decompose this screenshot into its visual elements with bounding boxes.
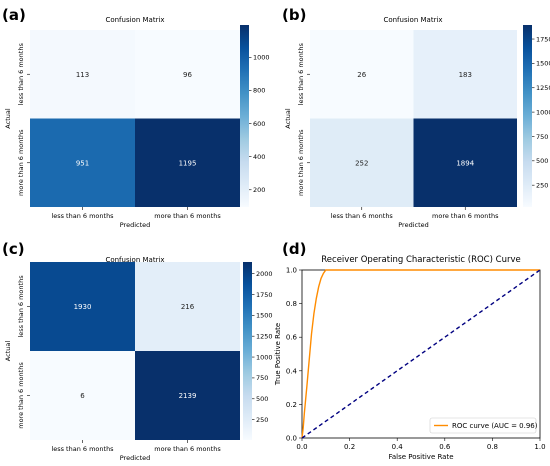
x-tick-label: less than 6 months	[51, 212, 114, 220]
colorbar-tick-label: 750	[536, 133, 548, 141]
colorbar-tick-label: 600	[253, 120, 265, 128]
colorbar-tick-label: 500	[536, 157, 548, 165]
x-tick-label: more than 6 months	[432, 212, 499, 220]
x-axis-label: Predicted	[398, 221, 429, 229]
cell-value-label: 26	[357, 71, 366, 79]
cell-value-label: 252	[355, 159, 368, 167]
colorbar-tick-label: 400	[253, 153, 265, 161]
colorbar-tick-label: 1000	[536, 108, 550, 116]
heatmap-cell	[413, 118, 517, 207]
x-tick-label: 0.4	[392, 443, 404, 451]
legend-box	[429, 417, 537, 434]
chart-title: Confusion Matrix	[105, 256, 164, 264]
y-tick-label: less than 6 months	[17, 275, 25, 338]
cell-value-label: 216	[181, 303, 195, 311]
colorbar-tick-label: 1500	[536, 60, 550, 68]
heatmap-cell	[135, 262, 240, 351]
x-tick-label: more than 6 months	[154, 445, 221, 453]
chart-title: Confusion Matrix	[383, 16, 442, 24]
confusion-matrix-panel-2: (c) Confusion Matrix 1930 216 6 2139 less than…	[2, 240, 273, 462]
heatmap-cell	[310, 30, 414, 119]
colorbar-tick-label: 200	[253, 186, 265, 194]
y-tick-label: 0.8	[286, 300, 297, 308]
x-axis-label: Predicted	[120, 454, 151, 462]
chart-title: Confusion Matrix	[105, 16, 164, 24]
y-tick-label: less than 6 months	[17, 43, 25, 106]
panel-label: (c)	[2, 240, 25, 258]
colorbar-tick-label: 800	[253, 87, 265, 95]
y-tick-label: 0.4	[286, 367, 298, 375]
colorbar-tick-label: 1000	[253, 54, 270, 62]
y-tick-label: 0.2	[286, 401, 297, 409]
x-axis-label: Predicted	[120, 221, 151, 229]
x-tick-label: 0.2	[344, 443, 355, 451]
heatmap-cell	[135, 351, 240, 440]
colorbar-tick-label: 1750	[536, 35, 550, 43]
heatmap-cell	[30, 30, 135, 119]
chart-title: Receiver Operating Characteristic (ROC) …	[321, 255, 520, 265]
panel-label: (a)	[2, 6, 26, 24]
cell-value-label: 113	[76, 71, 89, 79]
y-axis-label: True Positive Rate	[274, 323, 282, 386]
x-tick-label: more than 6 months	[154, 212, 221, 220]
y-tick-label: more than 6 months	[297, 129, 305, 196]
colorbar-tick-label: 500	[256, 395, 268, 403]
cell-value-label: 6	[80, 392, 85, 400]
colorbar	[243, 262, 252, 440]
y-tick-label: 0.0	[286, 435, 297, 443]
y-tick-label: less than 6 months	[297, 43, 305, 106]
colorbar-tick-label: 1250	[536, 84, 550, 92]
confusion-matrix-panel-1: (b) Confusion Matrix 26 183 252 1894 less than…	[282, 6, 550, 229]
heatmap-cell	[310, 118, 414, 207]
heatmap-cell	[30, 262, 135, 351]
y-axis-label: Actual	[284, 108, 292, 129]
x-axis-label: False Positive Rate	[388, 453, 453, 461]
y-tick-label: 0.6	[286, 334, 298, 342]
colorbar-tick-label: 250	[536, 181, 548, 189]
heatmap-cell	[135, 30, 240, 119]
x-tick-label: less than 6 months	[51, 445, 114, 453]
x-tick-label: less than 6 months	[331, 212, 394, 220]
colorbar-tick-label: 1250	[256, 332, 273, 340]
y-tick-label: 1.0	[286, 267, 297, 275]
legend-label: ROC curve (AUC = 0.96)	[452, 422, 538, 430]
chance-diagonal-line	[301, 269, 541, 439]
heatmap-cell	[413, 30, 517, 119]
cell-value-label: 1195	[179, 159, 197, 167]
cell-value-label: 951	[76, 159, 89, 167]
roc-curve-line	[301, 269, 540, 439]
colorbar-tick-label: 2000	[256, 270, 273, 278]
colorbar-tick-label: 1750	[256, 291, 273, 299]
x-tick-label: 0.6	[439, 443, 451, 451]
colorbar	[240, 25, 249, 207]
y-axis-label: Actual	[4, 341, 12, 362]
heatmap-cell	[135, 118, 240, 207]
panel-label: (d)	[282, 240, 306, 258]
colorbar-tick-label: 1000	[256, 353, 273, 361]
x-tick-label: 1.0	[534, 443, 545, 451]
heatmap-cell	[30, 118, 135, 207]
cell-value-label: 1894	[456, 159, 474, 167]
y-axis-label: Actual	[4, 108, 12, 129]
y-tick-label: more than 6 months	[17, 129, 25, 196]
colorbar-tick-label: 250	[256, 416, 268, 424]
cell-value-label: 96	[183, 71, 192, 79]
roc-panel: (d) Receiver Operating Characteristic (RO…	[274, 240, 546, 461]
cell-value-label: 1930	[74, 303, 92, 311]
cell-value-label: 2139	[179, 392, 197, 400]
confusion-matrix-panel-0: (a) Confusion Matrix 113 96 951 1195 less than…	[2, 6, 270, 229]
x-tick-label: 0.0	[296, 443, 307, 451]
colorbar-tick-label: 750	[256, 374, 268, 382]
cell-value-label: 183	[459, 71, 472, 79]
y-tick-label: more than 6 months	[17, 362, 25, 429]
x-tick-label: 0.8	[487, 443, 498, 451]
colorbar-tick-label: 1500	[256, 312, 273, 320]
panel-label: (b)	[282, 6, 306, 24]
colorbar	[523, 25, 532, 207]
heatmap-cell	[30, 351, 135, 440]
